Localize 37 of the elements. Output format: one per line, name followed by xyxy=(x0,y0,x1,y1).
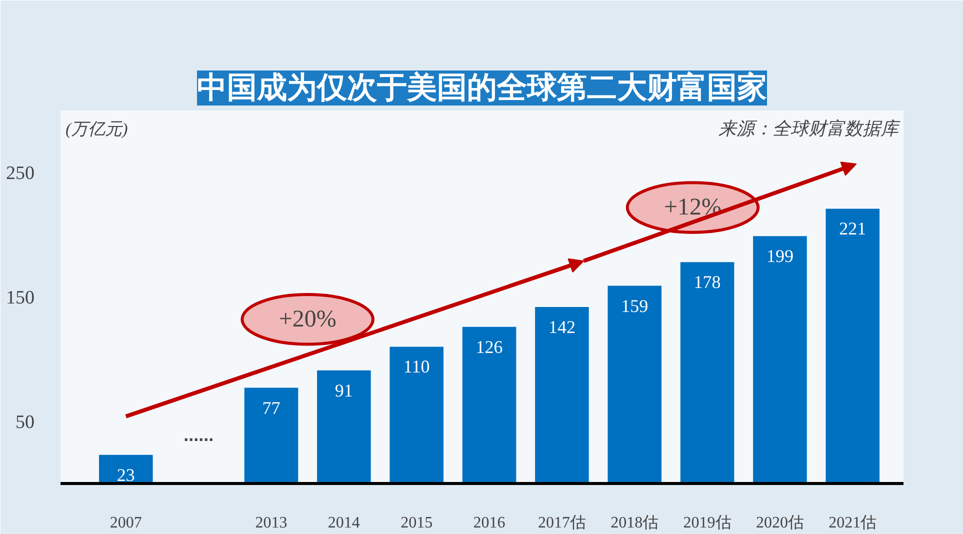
bar xyxy=(826,208,880,484)
x-tick-label: 2019估 xyxy=(683,514,732,532)
y-tick-label: 50 xyxy=(16,412,34,433)
bar xyxy=(390,346,444,484)
data-label: 178 xyxy=(694,272,721,292)
data-label: 77 xyxy=(262,398,280,418)
x-tick-label: 2007 xyxy=(110,514,142,532)
y-axis-title: (万亿元) xyxy=(66,120,128,138)
x-tick-label: 2016 xyxy=(473,514,506,532)
chart-title: 中国成为仅次于美国的全球第二大财富国家 xyxy=(197,70,767,106)
bar xyxy=(462,326,516,484)
y-tick-label: 250 xyxy=(6,163,34,184)
x-tick-label: 2021估 xyxy=(828,514,877,532)
x-tick-label: 2018估 xyxy=(610,514,659,532)
data-label: 159 xyxy=(621,296,648,316)
x-tick-label: 2020估 xyxy=(756,514,804,532)
annotation: ...... xyxy=(184,425,214,446)
bar xyxy=(608,286,662,484)
data-label: 126 xyxy=(476,336,503,357)
data-label: 110 xyxy=(403,356,430,377)
bar xyxy=(680,262,734,484)
x-tick-label: 2015 xyxy=(400,514,433,532)
bar xyxy=(317,370,371,484)
data-label: 199 xyxy=(766,246,794,266)
y-tick-label: 150 xyxy=(6,288,34,308)
data-label: 142 xyxy=(548,316,576,337)
data-label: 221 xyxy=(839,218,866,239)
annotation: +20% xyxy=(278,306,336,332)
x-tick-label: 2013 xyxy=(255,514,288,532)
bar xyxy=(753,236,807,484)
annotation: 来源：全球财富数据库 xyxy=(718,118,900,138)
x-tick-label: 2017估 xyxy=(538,514,586,532)
data-label: 23 xyxy=(116,464,135,485)
bar xyxy=(244,388,298,484)
x-tick-label: 2014 xyxy=(328,514,360,532)
data-label: 91 xyxy=(334,380,353,400)
bar xyxy=(535,306,589,484)
